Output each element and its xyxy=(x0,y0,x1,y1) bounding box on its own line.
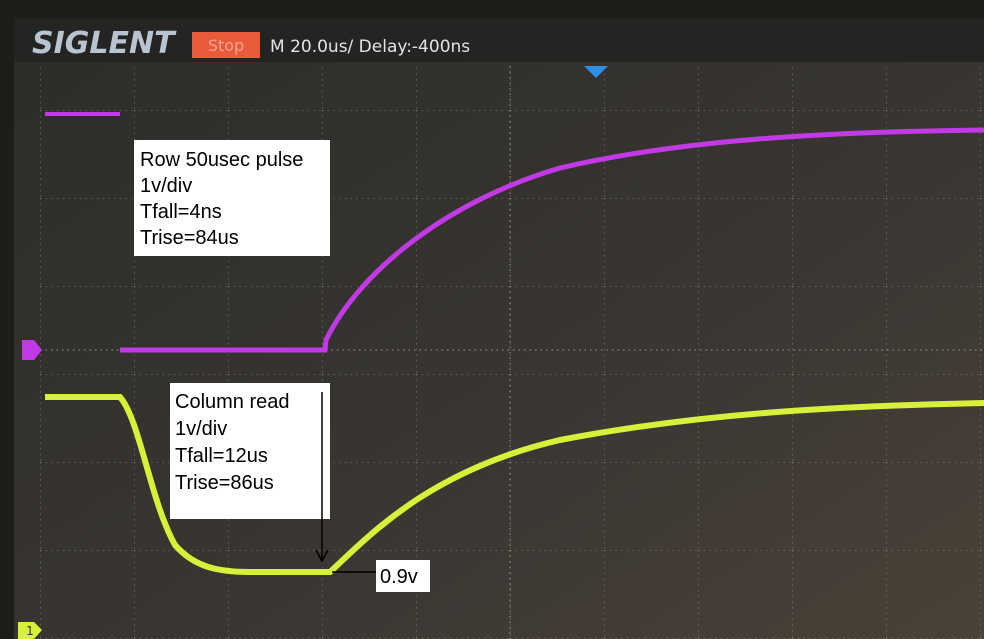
annotation-line: Tfall=12us xyxy=(175,445,268,467)
scope-photo: SIGLENT Stop M 20.0us/ Delay:-400ns 1 Ro… xyxy=(0,0,984,639)
brand: SIGLENT xyxy=(32,26,177,61)
marker-label: 0.9v xyxy=(380,566,418,588)
annotation-line: 1v/div xyxy=(140,175,192,197)
annotation-line: Tfall=4ns xyxy=(140,201,222,223)
status: Stop xyxy=(208,36,244,55)
channel-number: 1 xyxy=(26,624,34,638)
annotation-line: Column read xyxy=(175,391,290,413)
page: SIGLENT Stop M 20.0us/ Delay:-400ns 1 Ro… xyxy=(0,0,984,639)
annotation-line: 1v/div xyxy=(175,418,227,440)
timebase: M 20.0us/ Delay:-400ns xyxy=(270,37,470,57)
annotation-line: Row 50usec pulse xyxy=(140,149,303,171)
annotation-line: Trise=84us xyxy=(140,227,239,249)
annotation-line: Trise=86us xyxy=(175,472,274,494)
